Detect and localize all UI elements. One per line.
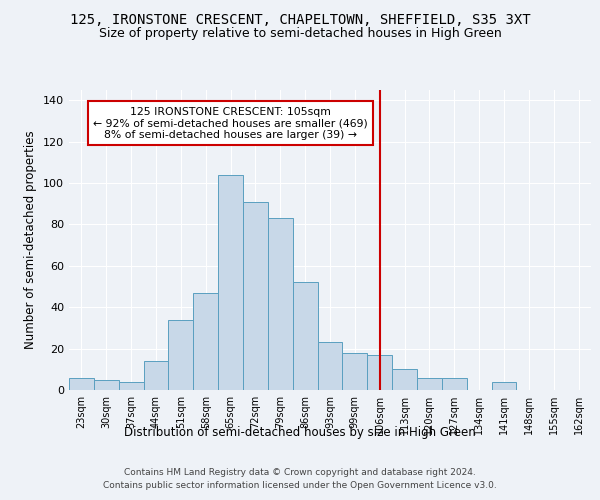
Bar (367, 355, 392, 390)
Text: Size of property relative to semi-detached houses in High Green: Size of property relative to semi-detach… (98, 28, 502, 40)
Bar (392, 370, 417, 390)
Bar (69, 378, 94, 390)
Bar (169, 320, 193, 390)
Bar (317, 342, 343, 390)
Bar (94, 380, 119, 390)
Bar (143, 361, 169, 390)
Text: Contains HM Land Registry data © Crown copyright and database right 2024.: Contains HM Land Registry data © Crown c… (124, 468, 476, 477)
Bar (442, 378, 467, 390)
Bar (193, 293, 218, 390)
Bar (119, 382, 143, 390)
Bar (268, 218, 293, 390)
Text: Distribution of semi-detached houses by size in High Green: Distribution of semi-detached houses by … (124, 426, 476, 439)
Bar (243, 202, 268, 390)
Bar (417, 378, 442, 390)
Bar (343, 353, 367, 390)
Bar (218, 175, 243, 390)
Text: Contains public sector information licensed under the Open Government Licence v3: Contains public sector information licen… (103, 482, 497, 490)
Y-axis label: Number of semi-detached properties: Number of semi-detached properties (25, 130, 37, 350)
Bar (491, 382, 517, 390)
Text: 125 IRONSTONE CRESCENT: 105sqm
← 92% of semi-detached houses are smaller (469)
8: 125 IRONSTONE CRESCENT: 105sqm ← 92% of … (93, 106, 368, 140)
Bar (293, 282, 317, 390)
Text: 125, IRONSTONE CRESCENT, CHAPELTOWN, SHEFFIELD, S35 3XT: 125, IRONSTONE CRESCENT, CHAPELTOWN, SHE… (70, 12, 530, 26)
